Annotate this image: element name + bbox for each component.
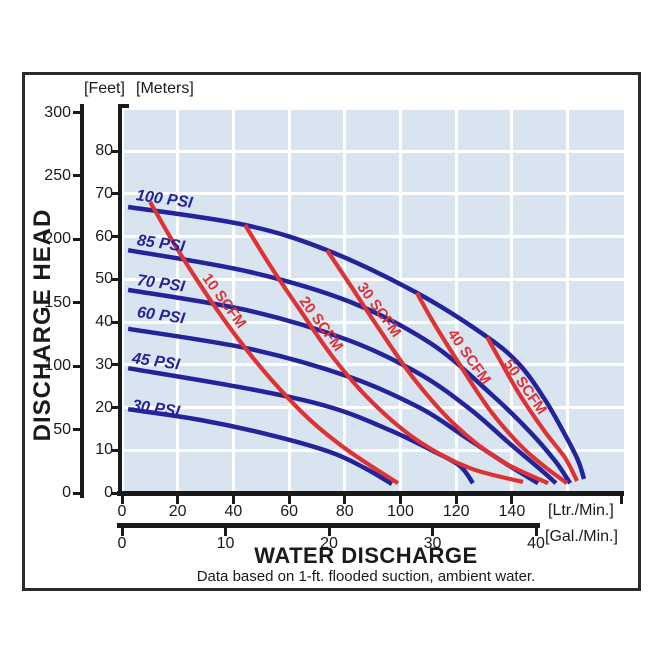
meters-tick (111, 406, 119, 409)
meters-tick (111, 363, 119, 367)
ltr-tick (231, 496, 235, 504)
ltr-tick-label: 0 (117, 503, 127, 520)
meters-tick-label: 30 (95, 355, 113, 373)
meters-axis-top-stub (118, 104, 129, 108)
gal-tick-label: 40 (527, 535, 545, 552)
ltr-tick-label: 60 (280, 503, 298, 520)
grid-vline (399, 110, 402, 491)
ltr-tick (454, 496, 458, 504)
meters-tick-label: 20 (95, 398, 113, 416)
gal-tick (120, 528, 124, 536)
grid-vline (176, 110, 180, 491)
feet-axis-line (80, 104, 84, 498)
feet-tick (73, 301, 81, 305)
grid-hline (124, 149, 624, 153)
meters-tick (111, 448, 119, 452)
grid-vline (566, 110, 570, 491)
grid-hline (124, 320, 624, 324)
feet-tick-label: 0 (62, 484, 71, 501)
grid-vline (287, 110, 291, 491)
ltr-tick (287, 496, 291, 504)
meters-tick (111, 149, 119, 153)
x-axis-title: WATER DISCHARGE (254, 543, 478, 568)
grid-vline (454, 110, 458, 491)
meters-tick-label: 0 (104, 484, 113, 501)
feet-tick (73, 364, 81, 368)
feet-tick-label: 300 (44, 103, 71, 121)
ltr-tick-label: 100 (387, 503, 414, 520)
gal-tick (327, 528, 331, 536)
meters-tick (111, 491, 119, 495)
meters-tick (111, 192, 119, 196)
feet-tick-label: 150 (44, 293, 71, 311)
gal-tick-label: 10 (216, 535, 235, 552)
gal-unit-label: [Gal./Min.] (545, 528, 618, 545)
ltr-tick (510, 496, 514, 504)
ltr-axis-end-tick (620, 496, 623, 504)
feet-tick (73, 111, 81, 114)
ltr-tick (120, 496, 124, 504)
meters-tick-label: 50 (95, 270, 113, 288)
feet-tick (73, 428, 81, 432)
gal-tick (431, 528, 434, 536)
meters-tick (111, 320, 119, 324)
grid-hline (124, 192, 624, 196)
feet-tick-label: 100 (44, 357, 71, 375)
gal-tick-label: 20 (320, 535, 338, 552)
ltr-unit-label: [Ltr./Min.] (548, 502, 614, 519)
meters-tick-label: 40 (95, 313, 113, 330)
feet-tick-label: 250 (44, 166, 71, 184)
meters-tick-label: 70 (95, 184, 113, 202)
meters-tick-label: 10 (95, 441, 113, 459)
gal-tick (534, 528, 538, 536)
ltr-tick (176, 496, 180, 504)
meters-tick-label: 80 (95, 142, 113, 159)
feet-tick (73, 237, 81, 241)
ltr-tick (343, 496, 347, 504)
feet-tick-label: 200 (44, 230, 71, 248)
ltr-tick-label: 40 (224, 503, 243, 520)
gal-tick (224, 528, 227, 536)
feet-tick (73, 174, 81, 178)
meters-unit-label: [Meters] (136, 80, 194, 97)
grid-hline (124, 363, 624, 367)
feet-tick-label: 50 (53, 420, 71, 438)
gal-tick-label: 30 (423, 535, 442, 552)
gal-axis-line (117, 523, 540, 528)
ltr-tick-label: 80 (335, 503, 354, 520)
meters-axis-line (118, 104, 122, 493)
feet-tick (73, 491, 81, 495)
ltr-axis-line (117, 491, 624, 496)
chart-caption: Data based on 1-ft. flooded suction, amb… (196, 568, 536, 585)
ltr-tick-label: 120 (442, 503, 470, 520)
ltr-tick-label: 20 (168, 503, 187, 520)
ltr-tick (399, 496, 402, 504)
meters-tick (111, 277, 119, 281)
feet-unit-label: [Feet] (84, 80, 125, 97)
grid-hline (124, 235, 624, 238)
ltr-tick-label: 140 (498, 503, 526, 520)
meters-tick (111, 235, 119, 238)
grid-hline (124, 448, 624, 452)
grid-vline (510, 110, 514, 491)
grid-vline (343, 110, 347, 491)
gal-tick-label: 0 (117, 535, 127, 552)
meters-tick-label: 60 (95, 227, 113, 245)
